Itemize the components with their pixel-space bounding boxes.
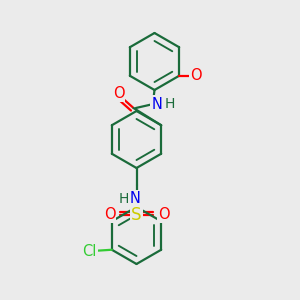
Text: O: O [113,86,124,101]
Text: Cl: Cl [82,244,97,259]
Text: O: O [158,207,169,222]
Text: N: N [151,97,162,112]
Text: O: O [190,68,202,83]
Text: N: N [130,191,140,206]
Text: S: S [131,206,142,224]
Text: O: O [104,207,115,222]
Text: H: H [164,97,175,111]
Text: H: H [119,192,129,206]
